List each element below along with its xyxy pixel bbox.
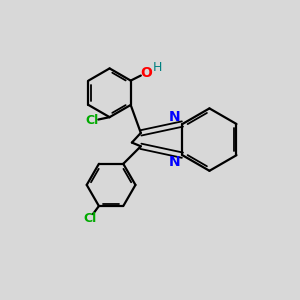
Text: Cl: Cl: [86, 114, 99, 127]
Text: O: O: [140, 66, 152, 80]
Text: N: N: [168, 155, 180, 169]
Text: H: H: [153, 61, 162, 74]
Text: N: N: [168, 110, 180, 124]
Text: Cl: Cl: [83, 212, 97, 225]
